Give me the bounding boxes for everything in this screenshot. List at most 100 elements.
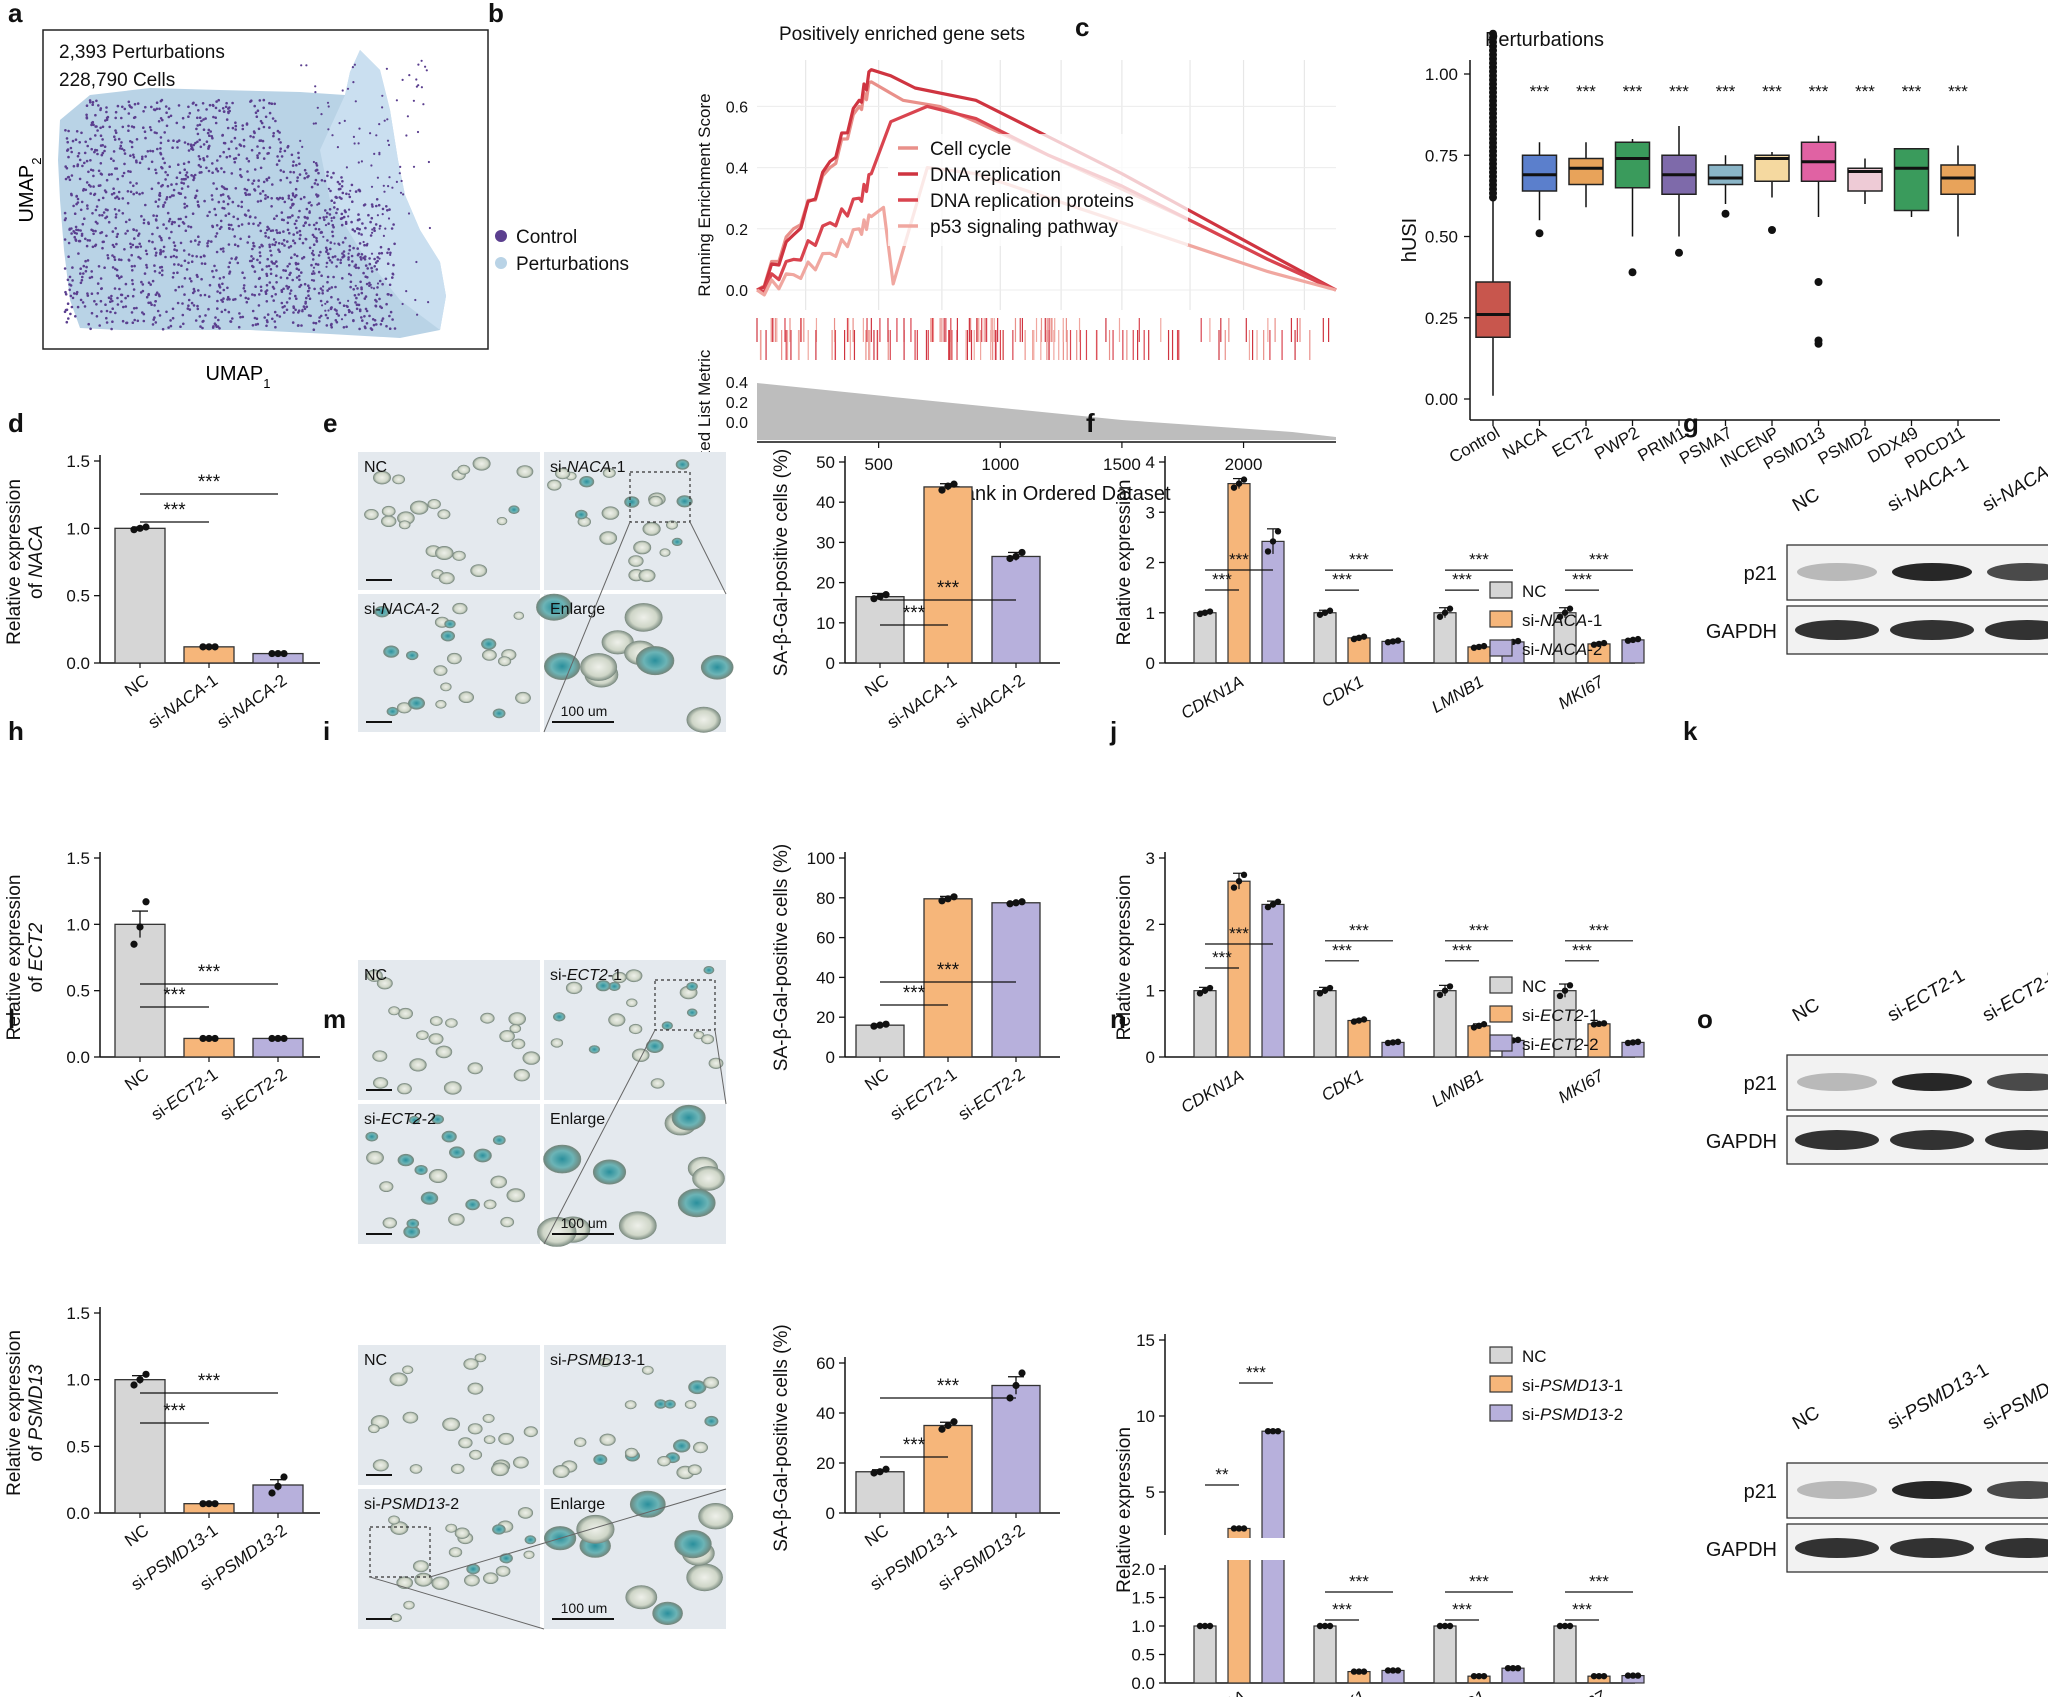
sig-label: *** [1332,570,1352,589]
control-dot [329,247,332,251]
control-dot [173,221,176,224]
cell [397,1007,413,1020]
label-part: NACA [381,601,425,618]
group-point [1514,637,1522,645]
box-significance: *** [1669,82,1689,101]
control-dot [192,143,196,147]
micrograph-label: NC [364,1352,387,1369]
umap-cell-count: 228,790 Cells [59,70,175,91]
bar-point [876,1468,884,1476]
group-point [1230,1525,1238,1532]
bar-ytick: 100 [807,849,835,868]
control-dot [358,228,362,231]
control-dot [277,138,281,141]
cell [684,1400,697,1409]
control-dot [65,320,69,324]
control-dot [177,104,181,107]
cell [499,1553,513,1564]
label-part: Enlarge [550,1111,605,1128]
cell [517,1507,534,1519]
control-dot [334,285,337,289]
group-point [1470,1672,1478,1680]
umap-xlabel: UMAP1 [205,363,270,391]
cell [429,1016,443,1026]
control-dot [275,214,279,218]
control-dot [76,154,80,158]
control-dot [122,171,126,175]
control-dot [202,319,205,323]
group-ytick: 0.5 [1131,1646,1155,1665]
sig-label: *** [198,472,221,493]
control-dot [249,215,252,218]
control-dot [68,283,71,286]
bar [114,1379,166,1514]
control-dot [381,207,385,211]
control-dot [142,110,145,113]
sig-label: *** [1349,921,1369,940]
control-dot [368,257,371,260]
control-dot [120,275,123,279]
control-dot [297,311,300,314]
group-legend-swatch [1489,1034,1513,1052]
control-dot [126,201,130,205]
label-part: NC [861,1521,892,1551]
control-dot [186,185,190,188]
bar-point [1018,548,1026,557]
control-dot [106,115,110,119]
control-dot [145,263,148,267]
control-dot [326,316,330,320]
control-dot [220,298,223,302]
control-dot [268,101,271,105]
control-dot [359,280,362,284]
control-dot [181,116,185,120]
control-dot [408,74,411,77]
group-legend-swatch [1489,1346,1513,1364]
control-dot [211,224,214,228]
label-part: NACA [1540,640,1587,659]
control-dot [307,174,310,178]
bar-point [274,1482,282,1490]
cell [372,470,391,485]
control-dot [376,255,380,259]
control-dot [313,287,316,291]
control-dot [338,196,342,199]
control-dot [129,181,132,184]
control-dot [405,290,408,293]
control-dot [90,123,93,127]
control-dot [264,290,268,294]
control-dot [203,293,207,297]
control-dot [88,276,92,280]
control-dot [348,195,352,199]
control-dot [283,200,287,204]
blot-row-label: GAPDH [1706,621,1777,643]
control-dot [193,196,197,200]
control-dot [374,223,378,226]
group-point [1326,607,1334,614]
group-bar [1347,637,1371,664]
control-dot [180,181,183,184]
control-dot [121,212,125,215]
control-dot [138,161,142,165]
control-dot [191,254,194,258]
control-dot [364,307,368,311]
control-dot [237,224,241,228]
subscript: 2 [29,157,44,164]
control-dot [151,232,154,236]
control-dot [375,300,378,303]
cell [403,1600,415,1610]
cell [490,1175,508,1189]
group-bar [1193,612,1217,664]
group-ytick: 0 [1146,1048,1155,1067]
control-dot [341,255,344,259]
label-part: NC [1789,994,1823,1026]
control-dot [298,278,301,282]
control-dot [357,213,360,216]
control-dot [258,251,262,254]
control-dot [264,235,268,238]
control-dot [220,225,223,229]
control-dot [228,155,232,158]
control-dot [277,242,281,245]
control-dot [347,252,350,255]
